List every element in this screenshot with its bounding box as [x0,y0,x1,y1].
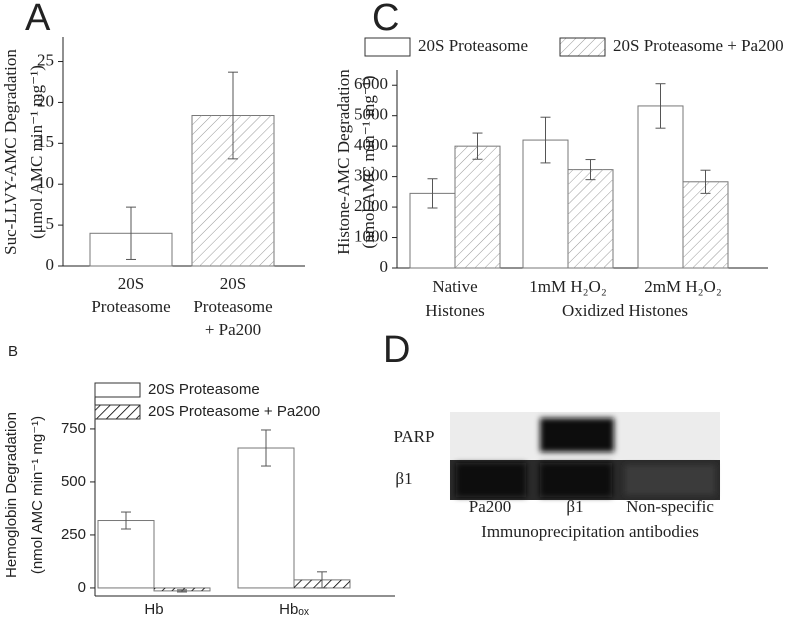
legend-label: 20S Proteasome [418,36,528,55]
chart: A 0 5 10 15 20 25 Suc-LLVY-AMC Degradation (μmol… [1,0,305,339]
y-tick-label: 250 [61,526,86,543]
y-tick-label: 5 [46,214,55,233]
panel-letter: C [372,0,399,39]
blot-band [540,463,612,497]
error-bar [177,589,187,593]
x-tick-label: 2mM H₂O₂ [644,277,722,296]
y-tick-label: 0 [380,257,389,276]
error-bar [126,206,136,260]
row-label: β1 [395,469,412,488]
bar-hatch [683,181,728,268]
bar [237,447,295,589]
legend-swatch-hatch [94,404,141,420]
error-bar [121,511,131,530]
y-tick-label: 4000 [354,135,388,154]
bar-hatch [568,169,613,268]
y-axis-label: (nmol AMC min⁻¹ mg⁻¹) [29,416,46,574]
x-tick-label: Native Histones [425,277,485,320]
y-axis-label: Suc-LLVY-AMC Degradation [1,49,20,255]
bar [637,105,684,269]
error-bar [472,132,483,160]
y-tick-label: 2000 [354,196,388,215]
legend-label: 20S Proteasome [148,381,260,398]
blot-band [540,418,614,452]
panel-d: D PARP β1 Pa200 β1 Non-specific Immunopr… [383,329,720,541]
y-tick-label: 20 [37,91,54,110]
x-axis-label: Immunoprecipitation antibodies [481,522,699,541]
y-tick-label: 500 [61,473,86,490]
x-tick-label: Hb [144,601,163,618]
panel-letter: D [383,329,410,371]
y-axis-label: Hemoglobin Degradation [3,412,20,578]
x-tick-label: 20S Proteasome [91,274,170,316]
y-tick-label: 6000 [354,74,388,93]
y-tick-label: 5000 [354,105,388,124]
y-axis-label: (μmol AMC min⁻¹ mg⁻¹) [27,65,46,239]
chart: B 0 250 500 750 Hemoglobin Degradation (nmol A… [3,343,395,618]
lane-label: Pa200 [469,497,512,516]
error-bar [700,169,711,194]
y-tick-label: 25 [37,50,54,69]
panel-letter: A [25,0,51,39]
y-tick-label: 0 [78,579,86,596]
x-tick-label: Hbₒₓ [279,601,309,618]
row-label: PARP [394,427,435,446]
lane-label: Non-specific [626,497,714,516]
y-tick-label: 1000 [354,226,388,245]
y-tick-label: 3000 [354,166,388,185]
blot-band [625,465,715,495]
x-tick-label: 1mM H₂O₂ [529,277,607,296]
legend-swatch [364,37,411,57]
x-axis-label: Oxidized Histones [562,301,688,320]
legend-label: 20S Proteasome + Pa200 [613,36,784,55]
legend-swatch [94,382,141,398]
error-bar [585,159,596,181]
error-bar [655,83,666,129]
lane-label: β1 [566,497,583,516]
y-tick-label: 750 [61,420,86,437]
bar [97,520,155,589]
panel-letter: B [8,343,18,360]
error-bar [540,116,551,164]
y-tick-label: 10 [37,173,54,192]
x-tick-label: 20S Proteasome + Pa200 [193,274,272,339]
y-tick-label: 15 [37,132,54,151]
legend-swatch-hatch [559,37,606,57]
error-bar [317,571,327,589]
legend-label: 20S Proteasome + Pa200 [148,403,320,420]
error-bar [228,71,238,160]
y-tick-label: 0 [46,255,55,274]
error-bar [261,429,271,467]
y-axis-label: Histone-AMC Degradation [334,69,353,255]
y-axis-label: (nmol AMC min⁻¹ mg⁻¹) [359,75,378,248]
blot-band [456,463,526,497]
error-bar [427,178,438,209]
bar-hatch [455,146,500,268]
